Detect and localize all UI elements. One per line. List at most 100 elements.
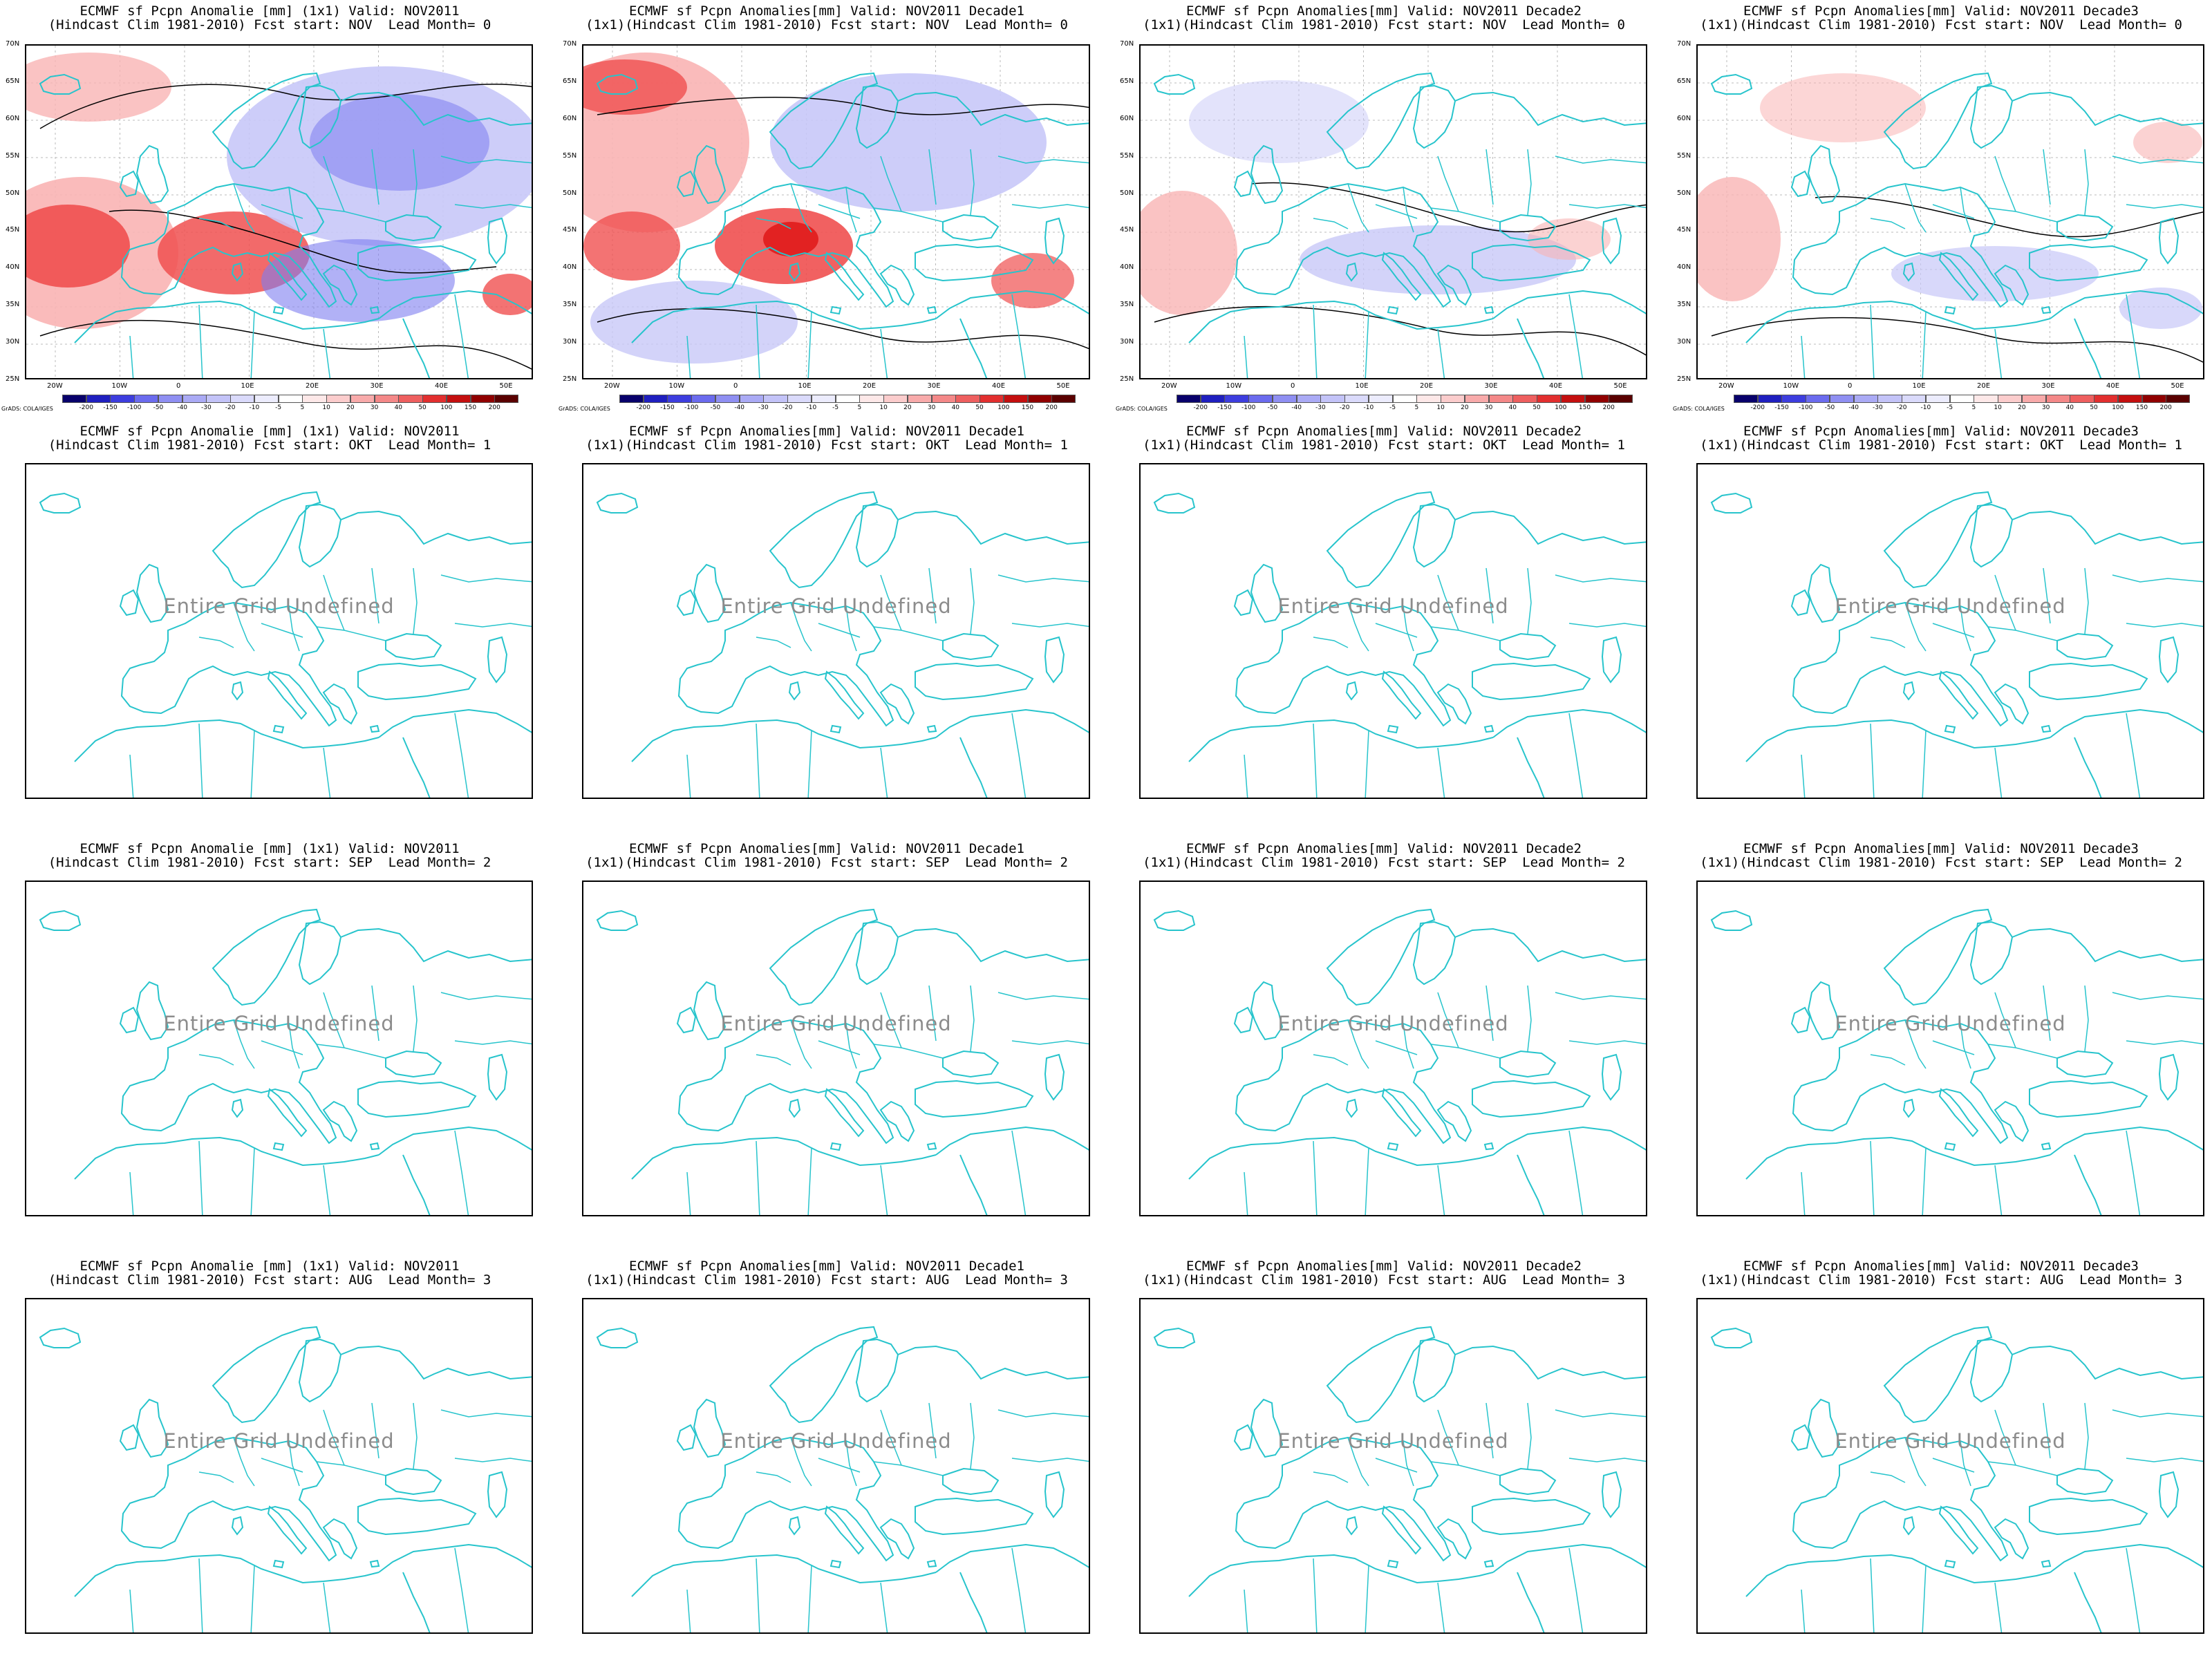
colorbar-tick-label: -20 bbox=[1339, 404, 1350, 411]
coastline bbox=[322, 683, 358, 725]
country-border bbox=[1437, 574, 1459, 631]
country-border bbox=[880, 574, 902, 631]
colorbar-tick-label: -30 bbox=[758, 404, 769, 411]
coastline bbox=[2056, 632, 2114, 661]
map-canvas bbox=[1710, 1326, 2203, 1632]
colorbar-cell bbox=[1248, 395, 1273, 403]
latitude-label: 55N bbox=[1677, 151, 1691, 160]
country-border bbox=[1932, 204, 1975, 219]
country-border bbox=[1375, 623, 1418, 638]
coastline bbox=[1235, 1436, 1452, 1562]
country-border bbox=[198, 1054, 234, 1066]
contour-line bbox=[39, 84, 532, 129]
country-border bbox=[1994, 156, 2016, 212]
country-border bbox=[1011, 1040, 1089, 1045]
coastline bbox=[119, 170, 140, 198]
coastline-layer bbox=[1153, 1326, 1646, 1632]
undefined-grid-message: Entire Grid Undefined bbox=[720, 1012, 952, 1035]
coastline bbox=[135, 1398, 169, 1458]
longitude-label: 30E bbox=[1484, 382, 1498, 390]
coastline bbox=[120, 1436, 337, 1562]
country-border bbox=[1568, 1130, 1584, 1215]
coastline bbox=[2029, 243, 2148, 282]
colorbar-cell bbox=[1200, 395, 1225, 403]
coastline bbox=[915, 243, 1034, 282]
latitude-label: 70N bbox=[563, 40, 577, 48]
latitude-label: 30N bbox=[563, 338, 577, 346]
colorbar-tick-label: 5 bbox=[1971, 404, 1976, 411]
country-border bbox=[1960, 1440, 1971, 1487]
coastline bbox=[1387, 1559, 1399, 1569]
coastline bbox=[1994, 264, 2030, 306]
country-border bbox=[2126, 713, 2141, 798]
colorbar-cell bbox=[2141, 395, 2166, 403]
coastline bbox=[788, 1098, 801, 1118]
latitude-label: 70N bbox=[1120, 40, 1134, 48]
latitude-label: 45N bbox=[563, 226, 577, 234]
coastline bbox=[631, 719, 937, 762]
panel-title-line1: ECMWF sf Pcpn Anomalies[mm] Valid: NOV20… bbox=[629, 841, 1024, 856]
country-border bbox=[928, 1402, 937, 1459]
coastline bbox=[298, 503, 342, 568]
coastline bbox=[298, 84, 342, 149]
coastline bbox=[1790, 589, 1811, 616]
coastline bbox=[1483, 305, 1494, 314]
coastline-layer bbox=[1153, 72, 1646, 378]
map-frame bbox=[25, 44, 533, 379]
coastline bbox=[1345, 1098, 1358, 1118]
coastline bbox=[378, 290, 532, 319]
coastline bbox=[1807, 1398, 1841, 1458]
colorbar-tick-label: 200 bbox=[2159, 404, 2172, 411]
map-frame: Entire Grid Undefined bbox=[1139, 880, 1647, 1216]
coastline bbox=[2050, 1126, 2203, 1156]
coastline bbox=[1454, 1345, 1646, 1380]
colorbar-cell bbox=[1537, 395, 1562, 403]
coastline bbox=[378, 1543, 532, 1573]
colorbar-tick-label: 40 bbox=[2065, 404, 2074, 411]
coastline bbox=[2050, 290, 2203, 319]
country-border bbox=[2112, 574, 2203, 583]
colorbar-tick-label: 200 bbox=[1602, 404, 1615, 411]
coastline bbox=[935, 290, 1089, 319]
coastline bbox=[677, 1436, 894, 1562]
country-border bbox=[1403, 187, 1414, 233]
latitude-label: 25N bbox=[1677, 375, 1691, 383]
coastline bbox=[39, 492, 82, 514]
country-border bbox=[807, 1147, 812, 1215]
longitude-label: 10W bbox=[1783, 382, 1799, 390]
country-border bbox=[198, 637, 234, 648]
country-border bbox=[1313, 1140, 1318, 1215]
coastline bbox=[1345, 681, 1358, 701]
colorbar-cell bbox=[2166, 395, 2191, 403]
colorbar-tick-label: -50 bbox=[153, 404, 164, 411]
coastline bbox=[1792, 182, 2009, 308]
colorbar-cell bbox=[739, 395, 764, 403]
coastline bbox=[1044, 1053, 1065, 1101]
latitude-label: 60N bbox=[1120, 114, 1134, 122]
latitude-label: 40N bbox=[1120, 263, 1134, 272]
coastline bbox=[1233, 170, 1254, 198]
coastline bbox=[272, 1142, 285, 1151]
colorbar-cell bbox=[955, 395, 980, 403]
coastline bbox=[1902, 1098, 1915, 1118]
undefined-grid-message: Entire Grid Undefined bbox=[720, 1429, 952, 1453]
country-border bbox=[818, 1458, 861, 1473]
coastline bbox=[1969, 1338, 2014, 1403]
anomaly-shading bbox=[770, 73, 1047, 211]
colorbar-tick-label: 30 bbox=[927, 404, 936, 411]
colorbar-tick-label: -100 bbox=[684, 404, 699, 411]
coastline bbox=[1790, 1006, 1811, 1034]
colorbar-cell bbox=[980, 395, 1004, 403]
grads-credit: GrADS: COLA/IGES bbox=[1116, 406, 1168, 412]
country-border bbox=[2112, 992, 2203, 1000]
map-canvas bbox=[39, 491, 532, 798]
coastline bbox=[322, 264, 358, 306]
coastline bbox=[1601, 636, 1622, 684]
country-border bbox=[1313, 1558, 1318, 1632]
coastline bbox=[322, 1518, 358, 1560]
country-border bbox=[1555, 156, 1646, 164]
country-border bbox=[1904, 1437, 1927, 1487]
coastline bbox=[693, 563, 727, 623]
colorbar-tick-label: -30 bbox=[1873, 404, 1883, 411]
coastline bbox=[1944, 1142, 1956, 1151]
